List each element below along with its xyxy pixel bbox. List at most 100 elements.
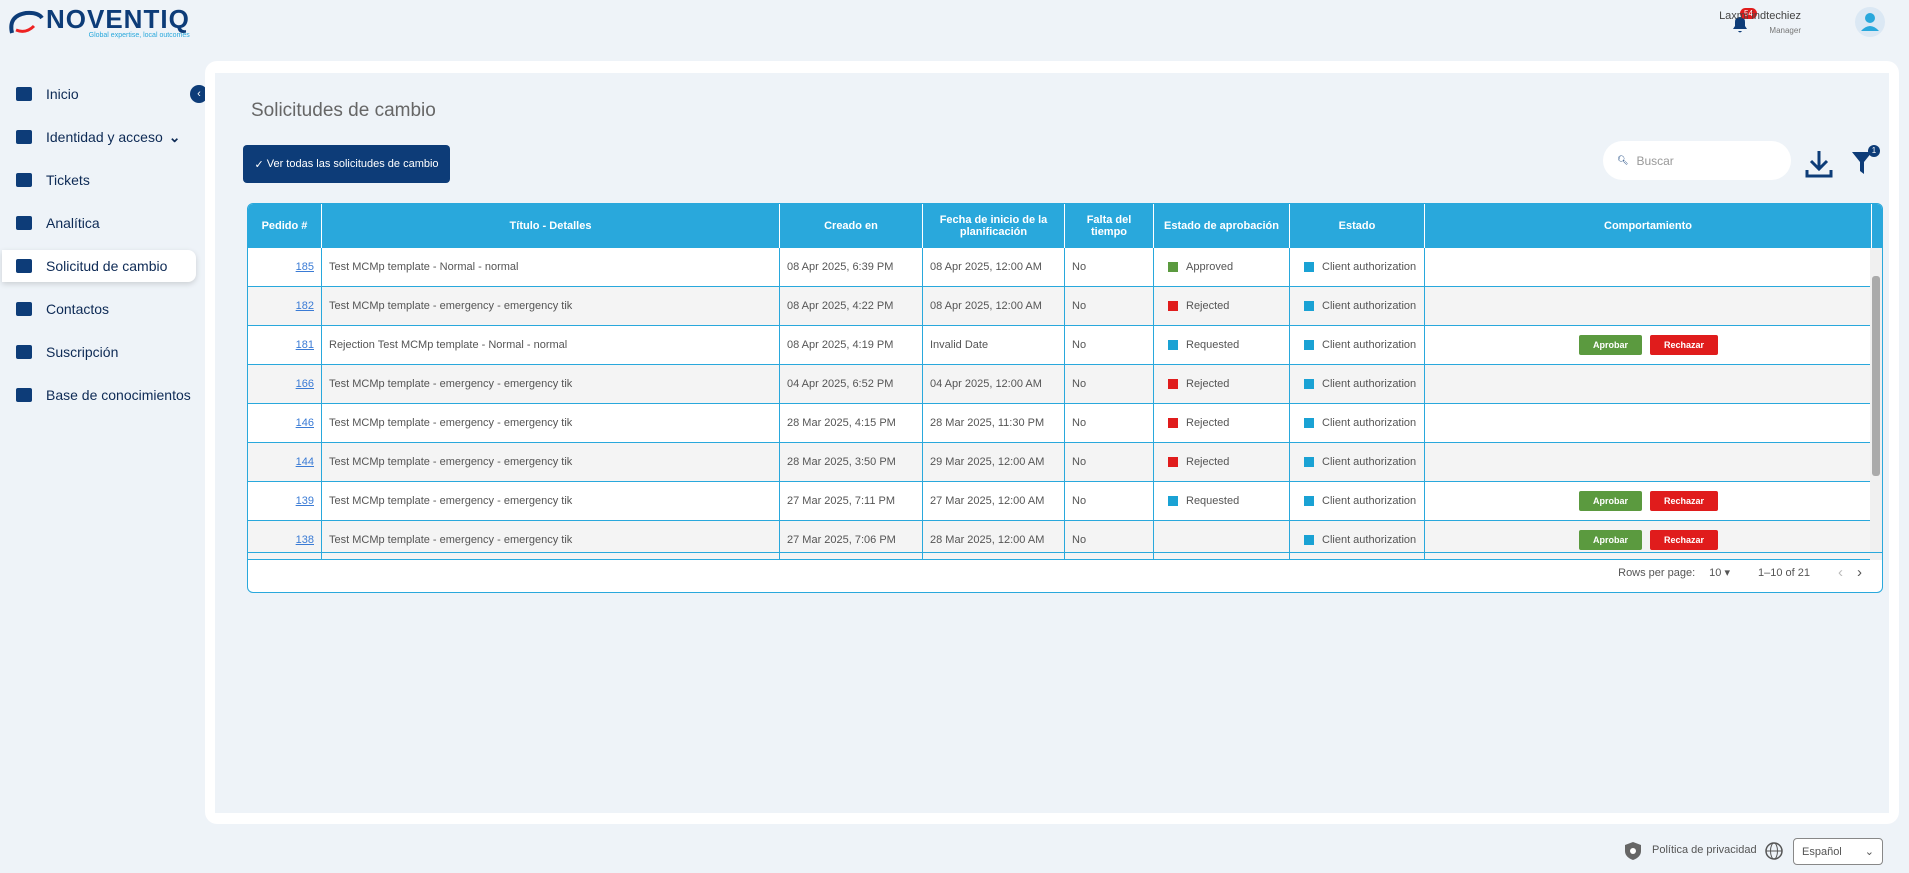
nav-icon	[16, 130, 32, 144]
approval-cell: Rejected	[1154, 365, 1290, 403]
user-name: Laxmi indtechiez	[1719, 10, 1801, 22]
approve-button[interactable]: Aprobar	[1578, 335, 1642, 355]
column-header: Estado	[1290, 204, 1425, 248]
start-cell: 08 Apr 2025, 12:00 AM	[923, 287, 1065, 325]
title-text: Test MCMp template - emergency - emergen…	[329, 300, 573, 312]
nav-label: Identidad y acceso	[46, 129, 163, 145]
view-all-button[interactable]: ✓ Ver todas las solicitudes de cambio	[243, 145, 450, 183]
search-box[interactable]: 🔍︎ Buscar	[1603, 141, 1791, 180]
title-cell: Test MCMp template - emergency - emergen…	[322, 404, 780, 442]
start-text: 27 Mar 2025, 12:00 AM	[930, 495, 1045, 507]
id-cell: 182	[248, 287, 322, 325]
nav-item[interactable]: Suscripción	[2, 336, 196, 368]
nav-item[interactable]: Identidad y acceso ⌄	[2, 121, 196, 153]
late-text: No	[1072, 339, 1087, 351]
title-cell: Test MCMp template - emergency - emergen…	[322, 443, 780, 481]
table-row: 138 Test MCMp template - emergency - emer…	[248, 521, 1872, 560]
column-header: Estado de aprobación	[1154, 204, 1290, 248]
approval-text: Rejected	[1186, 378, 1230, 390]
created-text: 08 Apr 2025, 6:39 PM	[787, 261, 894, 273]
nav-item[interactable]: Solicitud de cambio	[2, 250, 196, 282]
late-cell: No	[1065, 521, 1154, 559]
globe-icon	[1765, 842, 1783, 860]
approval-swatch	[1168, 418, 1178, 428]
logo-mark	[9, 10, 44, 33]
status-cell: Client authorization	[1290, 443, 1425, 481]
nav-icon	[16, 259, 32, 273]
privacy-icon	[1625, 842, 1641, 860]
approval-cell: Requested	[1154, 482, 1290, 520]
nav-label: Contactos	[46, 301, 110, 317]
actions-cell	[1425, 404, 1872, 442]
status-swatch	[1304, 535, 1314, 545]
language-select[interactable]: Español ⌄	[1793, 838, 1883, 865]
start-cell: 04 Apr 2025, 12:00 AM	[923, 365, 1065, 403]
nav-label: Analítica	[46, 215, 100, 231]
reject-button[interactable]: Rechazar	[1649, 491, 1719, 511]
late-text: No	[1072, 495, 1087, 507]
late-cell: No	[1065, 287, 1154, 325]
order-link[interactable]: 138	[295, 534, 314, 546]
nav-item[interactable]: Analítica	[2, 207, 196, 239]
nav-item[interactable]: Inicio	[2, 78, 196, 110]
approval-cell: Rejected	[1154, 404, 1290, 442]
nav-item[interactable]: Tickets	[2, 164, 196, 196]
status-swatch	[1304, 379, 1314, 389]
reject-button[interactable]: Rechazar	[1649, 335, 1719, 355]
status-swatch	[1304, 301, 1314, 311]
id-cell: 144	[248, 443, 322, 481]
status-swatch	[1304, 340, 1314, 350]
prev-page[interactable]: ‹	[1838, 564, 1843, 581]
avatar[interactable]	[1855, 7, 1885, 37]
title-cell: Test MCMp template - Normal - normal	[322, 248, 780, 286]
approval-swatch	[1168, 301, 1178, 311]
approve-button[interactable]: Aprobar	[1578, 491, 1642, 511]
reject-button[interactable]: Rechazar	[1649, 530, 1719, 550]
order-link[interactable]: 139	[295, 495, 314, 507]
approval-text: Rejected	[1186, 417, 1230, 429]
status-text: Client authorization	[1322, 495, 1417, 507]
created-text: 28 Mar 2025, 4:15 PM	[787, 417, 896, 429]
late-text: No	[1072, 417, 1087, 429]
view-all-label: Ver todas las solicitudes de cambio	[266, 158, 439, 170]
approve-button[interactable]: Aprobar	[1578, 530, 1642, 550]
column-header: Pedido #	[248, 204, 322, 248]
nav-label: Solicitud de cambio	[46, 258, 168, 274]
start-cell: 28 Mar 2025, 12:00 AM	[923, 521, 1065, 559]
created-cell: 28 Mar 2025, 3:50 PM	[780, 443, 923, 481]
late-cell: No	[1065, 443, 1154, 481]
logo[interactable]: NOVENTIQ Global expertise, local outcome…	[6, 6, 190, 39]
column-header: Comportamiento	[1425, 204, 1872, 248]
status-swatch	[1304, 496, 1314, 506]
download-icon[interactable]	[1803, 148, 1835, 180]
start-cell: 29 Mar 2025, 12:00 AM	[923, 443, 1065, 481]
order-link[interactable]: 182	[295, 300, 314, 312]
scroll-thumb[interactable]	[1872, 276, 1880, 476]
status-text: Client authorization	[1322, 534, 1417, 546]
nav-item[interactable]: Contactos	[2, 293, 196, 325]
nav-item[interactable]: Base de conocimientos	[2, 379, 196, 411]
filter-icon[interactable]	[1850, 148, 1880, 178]
order-link[interactable]: 146	[295, 417, 314, 429]
title-text: Test MCMp template - emergency - emergen…	[329, 534, 573, 546]
bell-icon[interactable]	[1729, 13, 1751, 35]
nav-icon	[16, 216, 32, 230]
approval-text: Requested	[1186, 339, 1240, 351]
order-link[interactable]: 181	[295, 339, 314, 351]
approval-swatch	[1168, 496, 1178, 506]
rows-per-page-select[interactable]: 10 ▾	[1709, 567, 1730, 579]
approval-text: Rejected	[1186, 456, 1230, 468]
order-link[interactable]: 185	[295, 261, 314, 273]
approval-text: Rejected	[1186, 300, 1230, 312]
privacy-link[interactable]: Política de privacidad	[1652, 844, 1757, 856]
next-page[interactable]: ›	[1857, 564, 1862, 581]
table-row: 166 Test MCMp template - emergency - emer…	[248, 365, 1872, 404]
title-text: Test MCMp template - emergency - emergen…	[329, 417, 573, 429]
start-text: 08 Apr 2025, 12:00 AM	[930, 300, 1042, 312]
nav-icon	[16, 345, 32, 359]
scrollbar[interactable]	[1870, 248, 1882, 560]
collapse-button[interactable]: ‹	[190, 85, 208, 103]
language-value: Español	[1802, 845, 1842, 858]
order-link[interactable]: 166	[295, 378, 314, 390]
order-link[interactable]: 144	[295, 456, 314, 468]
